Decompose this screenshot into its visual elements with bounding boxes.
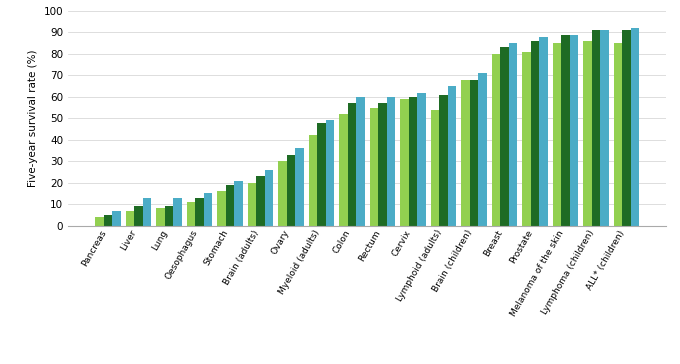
Bar — [195, 198, 204, 226]
Bar — [104, 215, 112, 226]
Bar — [522, 52, 530, 226]
Bar — [95, 217, 104, 226]
Bar — [265, 170, 273, 226]
Bar — [583, 41, 592, 226]
Bar — [461, 80, 470, 226]
Bar — [248, 183, 256, 226]
Bar — [561, 35, 570, 226]
Bar — [500, 47, 509, 226]
Bar — [287, 155, 295, 226]
Bar — [509, 43, 517, 226]
Bar — [126, 211, 134, 226]
Bar — [430, 110, 439, 226]
Bar — [409, 97, 418, 226]
Bar — [347, 103, 356, 226]
Bar — [613, 43, 622, 226]
Bar — [256, 176, 265, 226]
Bar — [226, 185, 234, 226]
Bar — [156, 209, 165, 226]
Bar — [187, 202, 195, 226]
Bar — [356, 97, 364, 226]
Bar — [217, 191, 226, 226]
Bar — [317, 123, 326, 226]
Bar — [418, 92, 426, 226]
Bar — [592, 30, 600, 226]
Bar — [530, 41, 539, 226]
Bar — [387, 97, 395, 226]
Bar — [134, 206, 143, 226]
Bar — [278, 161, 287, 226]
Bar — [339, 114, 347, 226]
Bar — [165, 206, 173, 226]
Bar — [492, 54, 500, 226]
Bar — [478, 73, 487, 226]
Bar — [234, 181, 243, 226]
Bar — [173, 198, 182, 226]
Bar — [600, 30, 609, 226]
Bar — [295, 149, 304, 226]
Bar — [400, 99, 409, 226]
Bar — [439, 95, 447, 226]
Bar — [378, 103, 387, 226]
Bar — [570, 35, 578, 226]
Bar — [539, 37, 547, 226]
Bar — [204, 194, 212, 226]
Y-axis label: Five-year survival rate (%): Five-year survival rate (%) — [28, 50, 38, 187]
Bar — [470, 80, 478, 226]
Bar — [143, 198, 152, 226]
Bar — [447, 86, 456, 226]
Bar — [112, 211, 121, 226]
Bar — [370, 108, 378, 226]
Bar — [630, 28, 639, 226]
Bar — [326, 120, 335, 226]
Bar — [553, 43, 561, 226]
Bar — [309, 135, 317, 226]
Bar — [622, 30, 630, 226]
